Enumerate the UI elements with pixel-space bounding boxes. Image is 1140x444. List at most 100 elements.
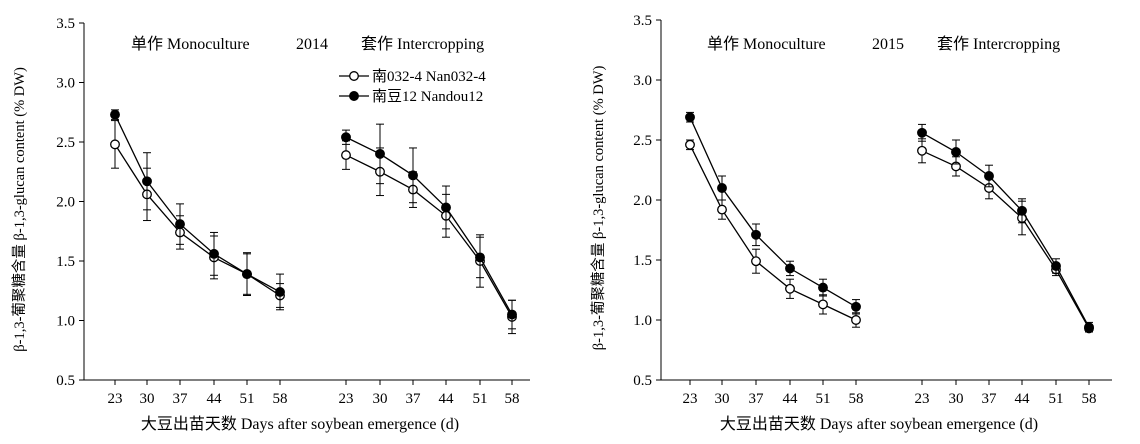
data-point <box>917 145 927 156</box>
x-tick-label: 44 <box>1015 391 1031 407</box>
data-point <box>242 269 252 280</box>
data-point <box>984 171 994 181</box>
y-tick-label: 2.5 <box>633 133 652 149</box>
data-point <box>818 282 828 293</box>
series-line-intercropping <box>921 150 1090 329</box>
data-point <box>1017 205 1027 216</box>
x-tick-label: 51 <box>473 391 488 407</box>
series-nan032-4 <box>685 138 1094 334</box>
y-tick-label: 1.5 <box>56 254 75 270</box>
monoculture-label: 单作 Monoculture <box>131 35 250 53</box>
x-tick-label: 23 <box>108 391 123 407</box>
data-point <box>441 202 451 213</box>
data-point <box>851 315 861 325</box>
y-tick-label: 0.5 <box>633 373 652 389</box>
data-point <box>818 299 828 310</box>
x-tick-label: 23 <box>339 391 354 407</box>
legend-marker <box>349 71 359 81</box>
x-tick-label: 58 <box>273 391 288 407</box>
x-tick-label: 37 <box>982 391 998 407</box>
data-point <box>1084 322 1094 333</box>
x-tick-label: 37 <box>749 391 765 407</box>
x-tick-label: 23 <box>915 391 930 407</box>
series-line-monoculture <box>689 144 857 321</box>
data-point <box>142 176 152 187</box>
x-tick-label: 37 <box>173 391 189 407</box>
legend-item: 南豆12 Nandou12 <box>339 88 483 105</box>
y-tick-label: 3.5 <box>56 16 75 32</box>
chart-panel-2015: 0.5 1.0 1.5 2.0 2.5 3.0 3.5 23 30 37 44 51 58 23 30 37 4… <box>590 13 1112 433</box>
data-point <box>341 132 351 143</box>
data-point <box>785 263 795 274</box>
x-tick-label: 30 <box>715 391 730 407</box>
data-point <box>851 301 861 312</box>
x-tick-label: 58 <box>1082 391 1097 407</box>
series-line-intercropping <box>345 136 513 315</box>
data-point <box>110 109 120 120</box>
y-tick-label: 3.5 <box>633 13 652 29</box>
series-line-intercropping <box>345 154 513 318</box>
x-tick-label: 58 <box>505 391 520 407</box>
y-tick-label: 1.0 <box>56 314 75 330</box>
data-point <box>209 248 219 259</box>
series-nandou12 <box>685 111 1094 333</box>
data-point <box>1051 261 1061 271</box>
x-tick-label: 51 <box>240 391 255 407</box>
y-tick-label: 2.0 <box>56 195 75 211</box>
y-tick-label: 2.0 <box>633 193 652 209</box>
data-point <box>341 150 351 161</box>
y-axis-label: β-1,3-葡聚糖含量 β-1,3-glucan content (% DW) <box>11 67 28 352</box>
series-line-monoculture <box>114 114 281 293</box>
data-point <box>951 147 961 157</box>
legend-label: 南豆12 Nandou12 <box>372 88 483 105</box>
intercropping-label: 套作 Intercropping <box>937 35 1060 53</box>
series-nan032-4 <box>110 120 517 335</box>
data-point <box>375 148 385 159</box>
data-point <box>717 204 727 215</box>
data-point <box>175 219 185 230</box>
legend-item: 南032-4 Nan032-4 <box>339 68 486 85</box>
data-point <box>685 139 695 150</box>
series-nandou12 <box>110 109 517 330</box>
year-label: 2014 <box>296 36 328 53</box>
data-point <box>717 183 727 193</box>
data-point <box>275 286 285 297</box>
legend-label: 南032-4 Nan032-4 <box>372 68 486 85</box>
x-axis-label: 大豆出苗天数 Days after soybean emergence (d) <box>141 415 459 433</box>
series-line-monoculture <box>689 116 857 308</box>
x-tick-label: 30 <box>949 391 964 407</box>
x-tick-label: 44 <box>783 391 799 407</box>
y-tick-label: 0.5 <box>56 373 75 389</box>
x-tick-label: 44 <box>439 391 455 407</box>
y-tick-label: 1.5 <box>633 253 652 269</box>
chart-panel-2014: 0.5 1.0 1.5 2.0 2.5 3.0 3.5 23 30 37 44 51 58 23 30 37 4… <box>11 16 530 433</box>
year-label: 2015 <box>872 36 904 53</box>
x-tick-label: 51 <box>816 391 831 407</box>
x-tick-label: 51 <box>1049 391 1064 407</box>
x-tick-label: 37 <box>406 391 422 407</box>
data-point <box>751 256 761 267</box>
data-point <box>475 252 485 263</box>
y-tick-label: 3.0 <box>56 76 75 92</box>
x-axis-label: 大豆出苗天数 Days after soybean emergence (d) <box>720 415 1038 433</box>
x-tick-label: 30 <box>373 391 388 407</box>
x-tick-label: 44 <box>207 391 223 407</box>
data-point <box>408 170 418 181</box>
monoculture-label: 单作 Monoculture <box>707 35 826 53</box>
data-point <box>507 309 517 320</box>
data-point <box>110 139 120 150</box>
data-point <box>751 229 761 240</box>
y-tick-label: 1.0 <box>633 313 652 329</box>
y-tick-label: 2.5 <box>56 135 75 151</box>
y-tick-label: 3.0 <box>633 73 652 89</box>
data-point <box>685 112 695 123</box>
x-tick-label: 58 <box>849 391 864 407</box>
data-point <box>917 127 927 138</box>
x-tick-label: 30 <box>140 391 155 407</box>
legend: 南032-4 Nan032-4 南豆12 Nandou12 <box>339 68 486 105</box>
intercropping-label: 套作 Intercropping <box>361 35 484 53</box>
x-tick-label: 23 <box>683 391 698 407</box>
y-axis-label: β-1,3-葡聚糖含量 β-1,3-glucan content (% DW) <box>590 66 607 351</box>
data-point <box>785 283 795 294</box>
